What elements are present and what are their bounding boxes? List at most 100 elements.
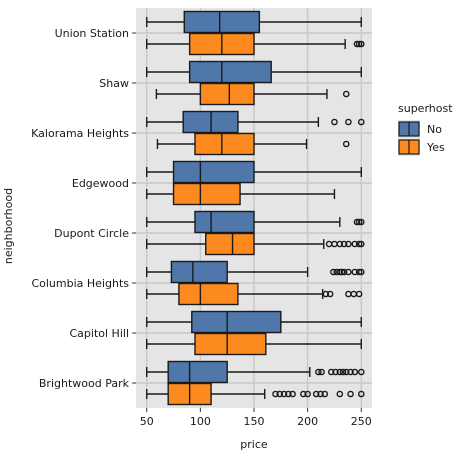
box-iqr xyxy=(191,310,282,334)
y-tick-label: Columbia Heights xyxy=(31,277,129,290)
outlier-point xyxy=(338,268,346,276)
y-tick-label: Capitol Hill xyxy=(70,327,130,340)
outlier-point xyxy=(345,240,352,248)
y-tick-label: Dupont Circle xyxy=(54,227,129,240)
y-tick-label: Brightwood Park xyxy=(39,377,130,390)
box-iqr xyxy=(172,182,241,206)
axes: 50 100 150 200 250 Union Station Shaw Kalorama … xyxy=(31,27,372,428)
box-iqr xyxy=(170,260,228,284)
legend-label-no: No xyxy=(427,123,442,136)
box-no-7 xyxy=(146,360,365,384)
outlier-point xyxy=(355,240,363,248)
box-yes-5 xyxy=(146,282,363,306)
y-axis-title: neighborhood xyxy=(2,188,15,264)
box-iqr xyxy=(194,210,255,234)
outlier-point xyxy=(330,268,337,276)
outlier-point xyxy=(355,268,363,276)
box-iqr xyxy=(172,160,255,184)
outlier-point xyxy=(272,390,279,398)
outlier-point xyxy=(355,40,363,48)
outlier-point xyxy=(353,218,361,226)
outlier-point xyxy=(312,390,320,398)
outlier-point xyxy=(357,40,365,48)
outlier-point xyxy=(357,368,365,376)
box-iqr xyxy=(199,82,255,106)
boxes xyxy=(146,10,365,406)
box-iqr xyxy=(183,10,261,34)
box-yes-4 xyxy=(146,232,365,256)
outlier-point xyxy=(300,390,307,398)
x-tick-label: 150 xyxy=(244,415,265,428)
outlier-point xyxy=(327,368,335,376)
box-iqr xyxy=(194,132,255,156)
box-yes-7 xyxy=(146,382,365,406)
box-no-0 xyxy=(146,10,362,34)
outlier-point xyxy=(322,290,330,298)
outlier-point xyxy=(317,390,324,398)
box-iqr xyxy=(178,282,239,306)
box-no-1 xyxy=(146,60,362,84)
outlier-point xyxy=(357,218,365,226)
box-no-2 xyxy=(146,110,365,134)
outlier-point xyxy=(331,118,338,126)
outlier-point xyxy=(355,290,363,298)
outlier-point xyxy=(353,40,361,48)
outlier-point xyxy=(347,390,354,398)
x-tick-label: 250 xyxy=(351,415,372,428)
box-no-6 xyxy=(146,310,362,334)
outlier-point xyxy=(351,240,359,248)
outlier-point xyxy=(336,240,344,248)
x-tick-label: 200 xyxy=(297,415,318,428)
outlier-point xyxy=(345,118,352,126)
outlier-point xyxy=(345,268,352,276)
outlier-point xyxy=(289,390,296,398)
box-yes-3 xyxy=(146,182,336,206)
outlier-point xyxy=(342,368,350,376)
outlier-point xyxy=(340,268,348,276)
outlier-point xyxy=(336,368,344,376)
box-yes-0 xyxy=(146,32,365,56)
outlier-point xyxy=(285,390,292,398)
outlier-point xyxy=(340,240,348,248)
outlier-point xyxy=(355,218,363,226)
outlier-point xyxy=(332,368,339,376)
x-tick-label: 100 xyxy=(190,415,211,428)
legend-label-yes: Yes xyxy=(426,141,445,154)
box-iqr xyxy=(205,232,255,256)
outlier-point xyxy=(357,118,365,126)
y-tick-label: Union Station xyxy=(55,27,129,40)
box-no-4 xyxy=(146,210,365,234)
outlier-point xyxy=(351,268,359,276)
y-tick-label: Kalorama Heights xyxy=(31,127,129,140)
outlier-point xyxy=(280,390,288,398)
box-iqr xyxy=(167,360,228,384)
outlier-point xyxy=(321,390,329,398)
y-tick-label: Shaw xyxy=(99,77,129,90)
outlier-point xyxy=(336,268,344,276)
box-iqr xyxy=(188,60,272,84)
legend-title: superhost xyxy=(398,102,453,115)
outlier-point xyxy=(315,368,322,376)
outlier-point xyxy=(336,390,344,398)
x-axis-title: price xyxy=(240,438,268,451)
outlier-point xyxy=(351,368,359,376)
x-tick-label: 50 xyxy=(140,415,154,428)
outlier-point xyxy=(304,390,311,398)
box-no-3 xyxy=(146,160,362,184)
outlier-point xyxy=(357,240,365,248)
outlier-point xyxy=(276,390,284,398)
outlier-point xyxy=(339,368,347,376)
box-no-5 xyxy=(146,260,365,284)
outlier-point xyxy=(326,290,334,298)
box-iqr xyxy=(194,332,267,356)
box-yes-6 xyxy=(146,332,362,356)
box-yes-2 xyxy=(156,132,350,156)
outlier-point xyxy=(357,390,365,398)
outlier-point xyxy=(342,90,350,98)
box-yes-1 xyxy=(155,82,350,106)
legend: superhost No Yes xyxy=(398,102,453,156)
y-tick-label: Edgewood xyxy=(72,177,129,190)
outlier-point xyxy=(347,368,354,376)
outlier-point xyxy=(357,268,365,276)
